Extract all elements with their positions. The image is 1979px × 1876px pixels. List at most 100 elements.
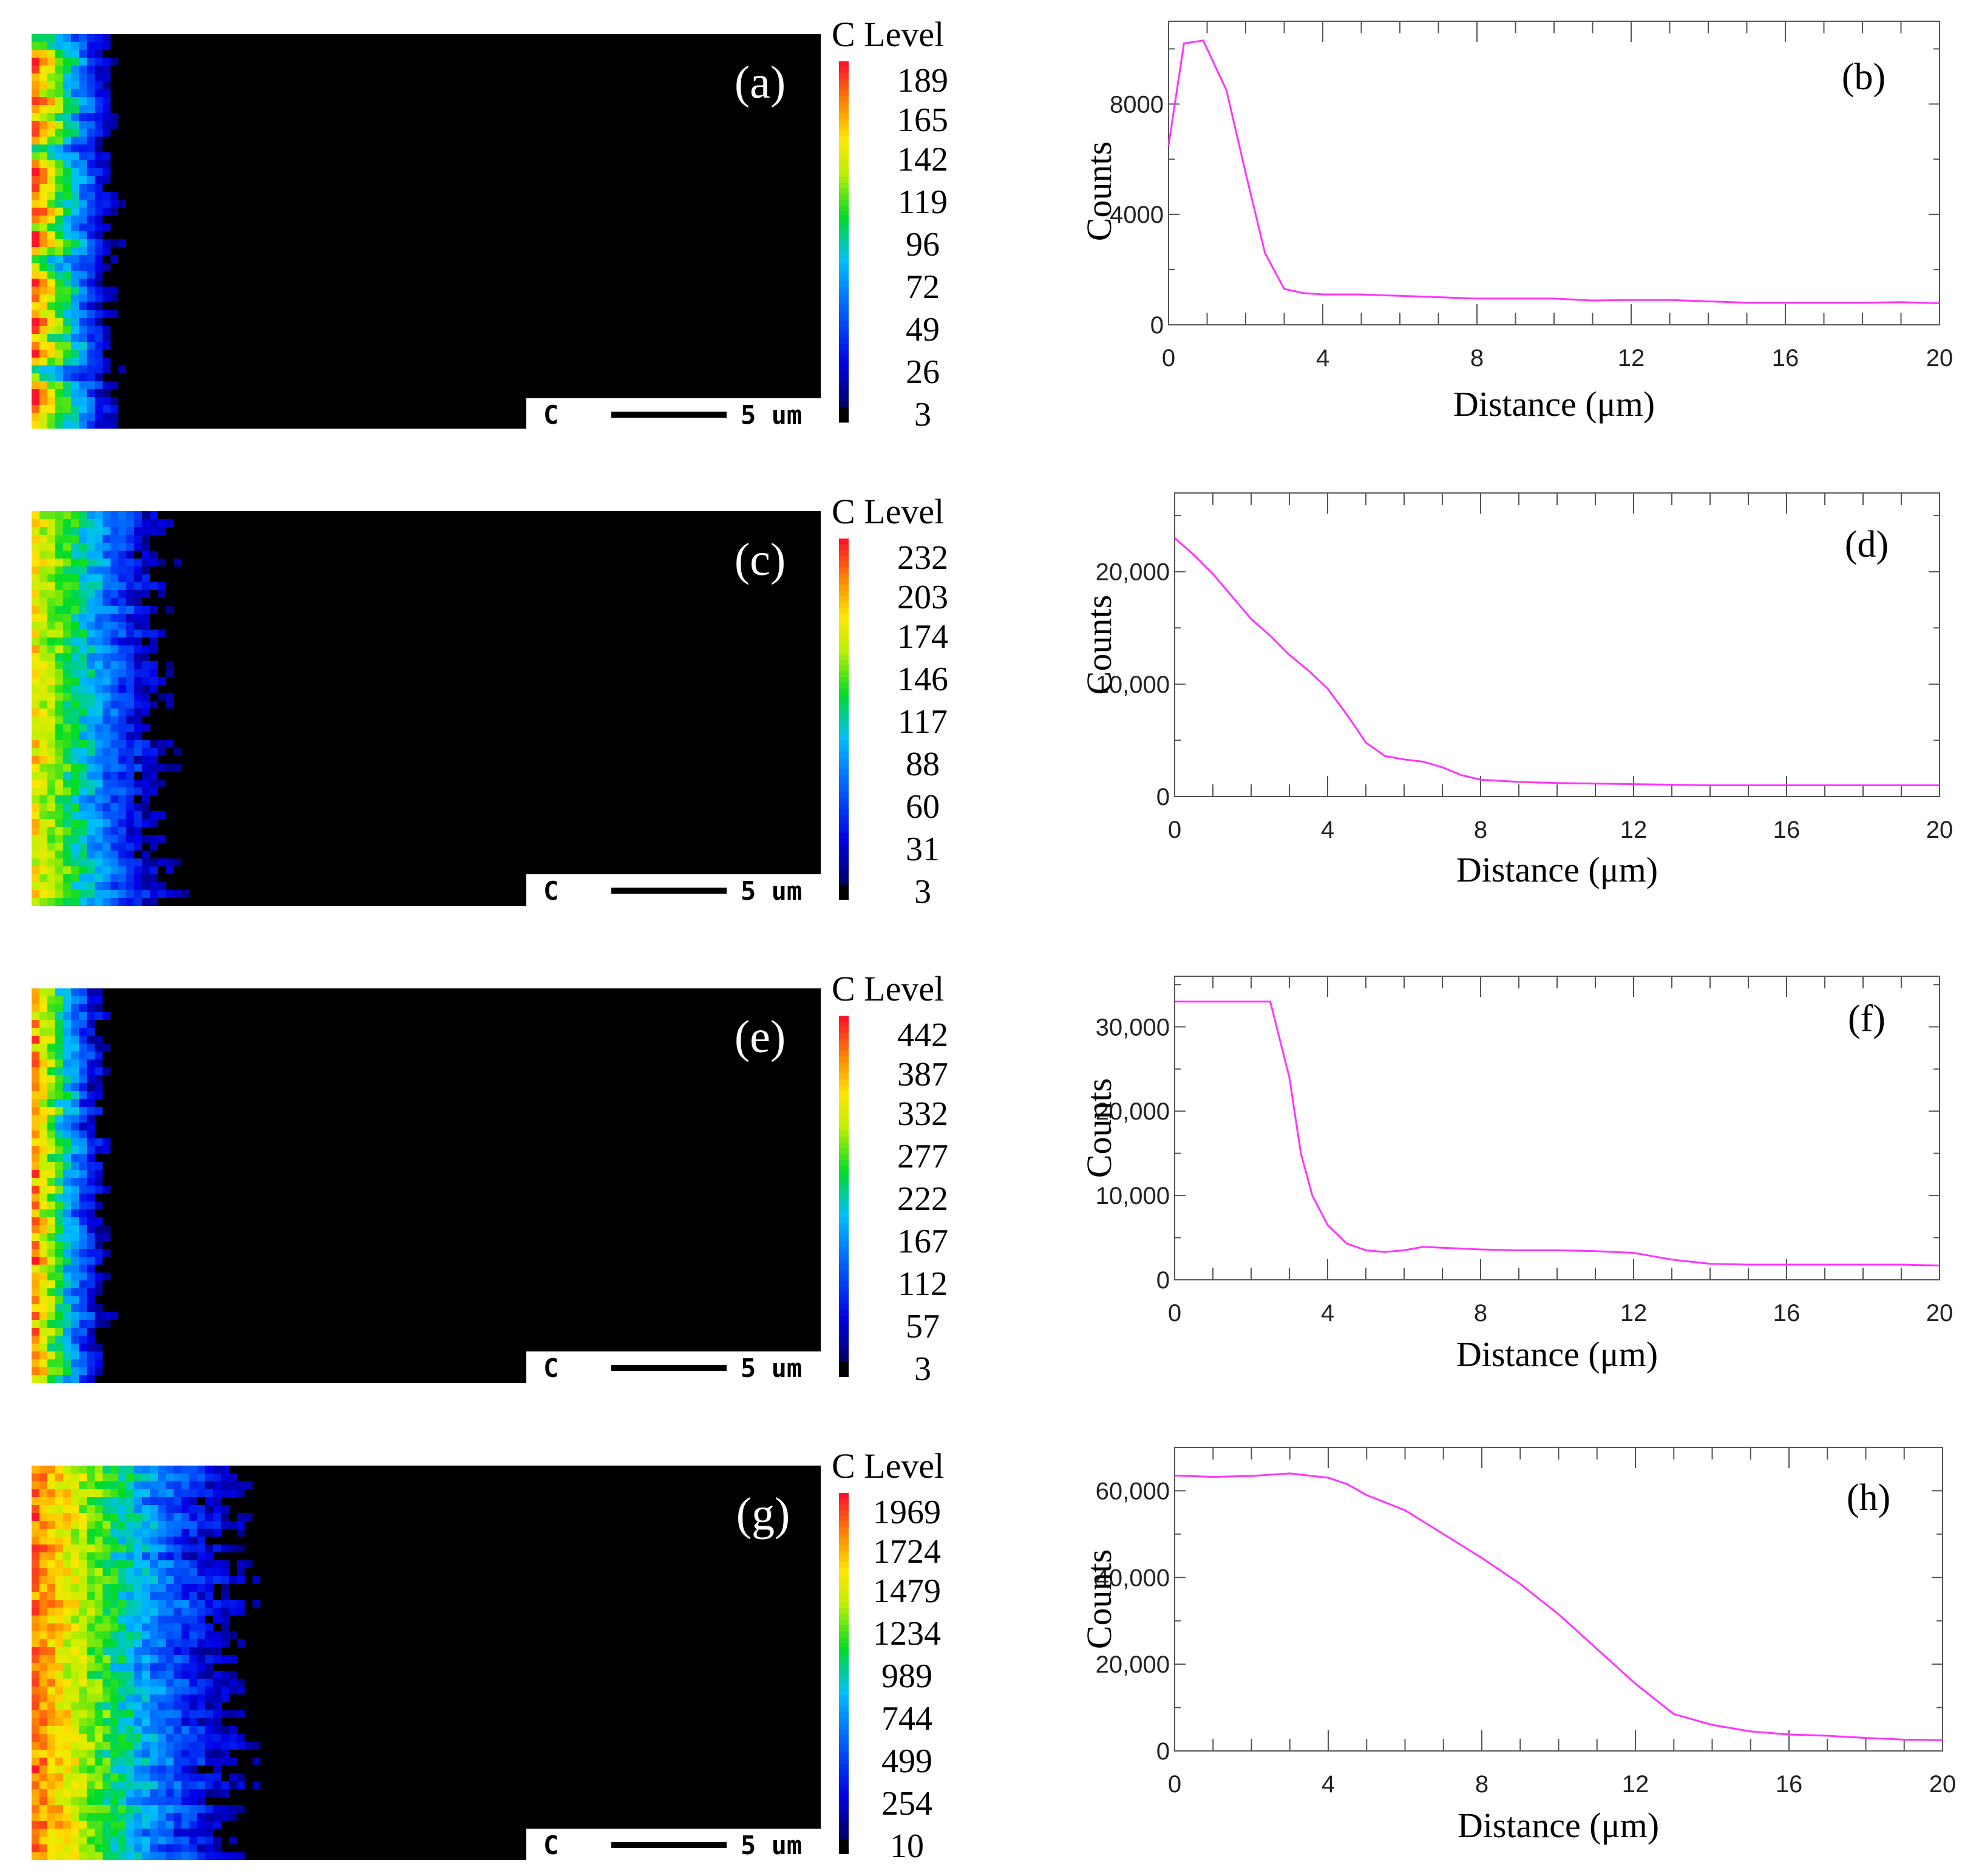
map-pixel [158,1837,166,1844]
map-pixel [103,239,110,247]
map-pixel [103,1044,110,1052]
level-label: 117 [898,703,948,741]
map-pixel [32,598,39,606]
map-pixel [182,1687,189,1694]
map-pixel [55,1115,63,1123]
map-pixel [63,1241,71,1249]
map-pixel [32,1344,39,1351]
map-pixel [158,1813,166,1821]
map-pixel [126,598,134,606]
map-pixel [32,1805,39,1813]
map-pixel [63,1631,71,1639]
map-pixel [253,1781,260,1789]
map-pixel [189,1576,197,1584]
map-pixel [79,1813,87,1821]
map-pixel [55,279,63,287]
map-pixel [79,1576,87,1584]
map-pixel [150,1631,158,1639]
map-pixel [174,1734,182,1742]
map-pixel [87,34,95,42]
map-pixel [87,803,95,811]
map-pixel [32,73,39,81]
colorbar-segment [839,1212,849,1218]
map-pixel [103,1766,110,1773]
map-pixel [95,66,103,73]
map-pixel [71,1766,79,1773]
map-pixel [158,1694,166,1702]
colorbar-segment [839,763,849,770]
map-pixel [95,1201,103,1209]
map-pixel [118,693,126,701]
map-pixel [95,373,103,381]
map-pixel [39,168,47,176]
map-pixel [87,988,95,996]
map-pixel [63,716,71,724]
map-pixel [174,1766,182,1773]
map-pixel [87,1631,95,1639]
map-pixel [39,1375,47,1383]
map-pixel [39,527,47,535]
map-pixel [55,1257,63,1265]
map-pixel [39,748,47,756]
map-pixel [118,780,126,787]
map-pixel [87,835,95,843]
map-pixel [39,1623,47,1631]
map-pixel [32,843,39,851]
map-pixel [166,1766,174,1773]
map-pixel [63,827,71,835]
map-pixel [71,1059,79,1067]
map-pixel [63,200,71,208]
map-pixel [39,184,47,192]
map-pixel [110,1616,118,1623]
map-pixel [134,882,142,890]
map-pixel [103,858,110,866]
map-pixel [110,1663,118,1671]
map-pixel [55,1726,63,1734]
colorbar-segment [839,124,849,131]
map-pixel [110,1758,118,1766]
map-pixel [47,34,55,42]
map-pixel [39,105,47,113]
map-pixel [110,1545,118,1552]
map-pixel [87,200,95,208]
colorbar-segment [839,1067,849,1074]
map-pixel [47,693,55,701]
map-pixel [55,160,63,168]
map-pixel [47,866,55,874]
map-pixel [87,105,95,113]
map-pixel [32,1178,39,1186]
map-pixel [103,1249,110,1257]
map-pixel [39,342,47,350]
colorbar-segment [839,688,849,695]
map-pixel [79,1773,87,1781]
map-pixel [55,835,63,843]
colorbar-segment [839,1113,849,1120]
map-pixel [142,1639,150,1647]
map-pixel [221,1789,229,1797]
map-pixel [166,1797,174,1805]
map-pixel [95,1288,103,1296]
map-pixel [158,1473,166,1481]
map-pixel [55,1201,63,1209]
map-pixel [87,1146,95,1154]
map-pixel [134,622,142,630]
map-pixel [47,1115,55,1123]
map-pixel [32,1813,39,1821]
colorbar-min-segment [839,885,849,900]
map-pixel [189,1631,197,1639]
map-pixel [142,1545,150,1552]
map-pixel [47,1813,55,1821]
map-pixel [87,740,95,748]
map-pixel [134,582,142,590]
map-pixel [71,582,79,590]
map-pixel [87,677,95,685]
map-pixel [32,34,39,42]
map-pixel [63,342,71,350]
map-pixel [103,716,110,724]
map-pixel [87,1044,95,1052]
map-pixel [32,740,39,748]
y-tick-label: 10,000 [1096,1183,1170,1209]
map-pixel [118,1655,126,1663]
map-pixel [205,1773,213,1781]
map-pixel [55,247,63,255]
